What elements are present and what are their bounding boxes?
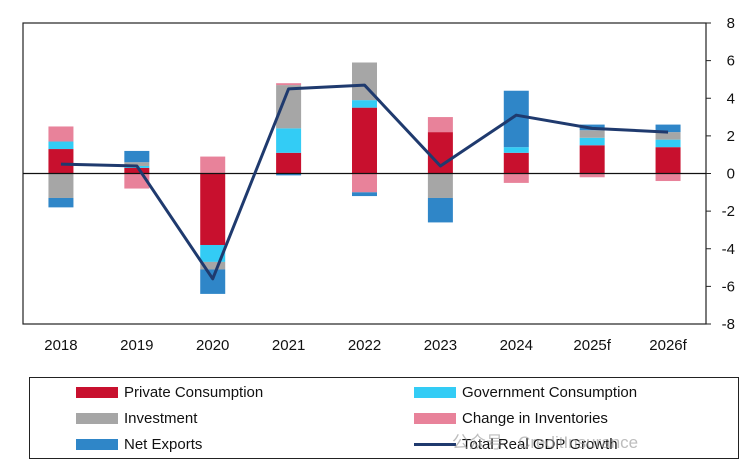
bar-segment-private-consumption-2020 xyxy=(200,173,226,245)
bar-segment-net-exports-2021 xyxy=(276,173,302,176)
bar-segment-investment-2023 xyxy=(427,173,453,198)
legend-item-investment: Investment xyxy=(76,408,197,428)
x-tick-label: 2023 xyxy=(424,337,457,354)
y-tick-label: 4 xyxy=(727,90,735,107)
bar-segment-government-consumption-2020 xyxy=(200,244,226,262)
bar-segment-net-exports-2022 xyxy=(352,192,377,197)
bar-segment-government-consumption-2021 xyxy=(276,128,302,153)
legend-swatch-total-gdp xyxy=(414,442,456,446)
bar-segment-private-consumption-2021 xyxy=(276,152,302,174)
legend-label-investment: Investment xyxy=(124,409,198,427)
y-tick-label: -4 xyxy=(722,241,735,258)
bar-segment-change-in-inventories-2021 xyxy=(276,83,302,86)
x-tick-label: 2018 xyxy=(44,337,77,354)
legend-swatch-investment xyxy=(76,412,118,424)
bar-segment-change-in-inventories-2024 xyxy=(503,173,529,183)
bar-segment-investment-2019 xyxy=(124,162,150,166)
legend-item-change-in-inventories: Change in Inventories xyxy=(414,408,608,428)
legend-swatch-change-in-inventories xyxy=(414,412,456,424)
legend-swatch-private-consumption xyxy=(76,386,118,398)
legend-label-government-consumption: Government Consumption xyxy=(462,383,638,401)
watermark: 公众号 · CreditInsurance xyxy=(452,433,639,452)
bar-segment-private-consumption-2019 xyxy=(124,167,150,174)
bar-segment-government-consumption-2018 xyxy=(48,141,74,150)
y-tick-label: 2 xyxy=(727,128,735,145)
bar-segment-investment-2026f xyxy=(655,132,681,140)
legend-label-total-gdp: Total Real GDP Growth xyxy=(462,435,618,453)
y-axis-ticks: 8 6 4 2 0 -2 -4 -6 -8 xyxy=(706,15,735,333)
x-tick-label: 2020 xyxy=(196,337,229,354)
legend-item-private-consumption: Private Consumption xyxy=(76,382,263,402)
bar-segment-private-consumption-2022 xyxy=(352,107,377,174)
bar-segment-government-consumption-2024 xyxy=(503,147,529,153)
bar-segment-investment-2020 xyxy=(200,261,226,270)
bar-segment-change-in-inventories-2025f xyxy=(579,173,605,178)
x-axis-ticks: 2018 2019 2020 2021 2022 2023 2024 2025f 2026f xyxy=(44,337,687,354)
bar-segment-private-consumption-2026f xyxy=(655,147,681,174)
x-tick-label: 2024 xyxy=(500,337,533,354)
bar-segment-government-consumption-2025f xyxy=(579,137,605,146)
bar-segment-private-consumption-2018 xyxy=(48,149,74,174)
bar-segment-change-in-inventories-2022 xyxy=(352,173,377,193)
y-tick-label: 0 xyxy=(727,166,735,183)
bar-segment-private-consumption-2024 xyxy=(503,152,529,174)
x-tick-label: 2025f xyxy=(573,337,611,354)
y-tick-label: 8 xyxy=(727,15,735,32)
bar-segment-change-in-inventories-2023 xyxy=(427,117,453,133)
y-tick-label: -2 xyxy=(722,203,735,220)
legend-item-net-exports: Net Exports xyxy=(76,434,202,454)
legend-label-private-consumption: Private Consumption xyxy=(124,383,264,401)
bar-segment-investment-2018 xyxy=(48,173,74,198)
x-tick-label: 2026f xyxy=(649,337,687,354)
bar-segment-net-exports-2018 xyxy=(48,197,74,208)
bar-segment-government-consumption-2026f xyxy=(655,139,681,148)
bar-segment-net-exports-2020 xyxy=(200,269,226,294)
bar-segment-change-in-inventories-2026f xyxy=(655,173,681,182)
bar-segment-private-consumption-2025f xyxy=(579,145,605,174)
bar-segment-change-in-inventories-2018 xyxy=(48,126,74,142)
x-tick-label: 2022 xyxy=(348,337,381,354)
legend-item-total-gdp: Total Real GDP Growth xyxy=(414,434,618,454)
bar-segment-net-exports-2023 xyxy=(427,197,453,223)
total-gdp-line xyxy=(60,83,669,281)
legend-swatch-government-consumption xyxy=(414,386,456,398)
legend-label-change-in-inventories: Change in Inventories xyxy=(462,409,608,427)
bars-layer xyxy=(48,62,681,294)
bar-segment-investment-2025f xyxy=(579,130,605,138)
y-tick-label: -6 xyxy=(722,278,735,295)
legend: Private Consumption Government Consumpti… xyxy=(29,377,739,459)
bar-segment-net-exports-2024 xyxy=(503,90,529,148)
y-tick-label: 6 xyxy=(727,53,735,70)
bar-segment-government-consumption-2022 xyxy=(352,100,377,108)
bar-segment-change-in-inventories-2020 xyxy=(200,156,226,174)
bar-segment-net-exports-2026f xyxy=(655,124,681,133)
legend-item-government-consumption: Government Consumption xyxy=(414,382,637,402)
x-tick-label: 2019 xyxy=(120,337,153,354)
legend-label-net-exports: Net Exports xyxy=(124,435,203,453)
x-tick-label: 2021 xyxy=(272,337,305,354)
legend-swatch-net-exports xyxy=(76,438,118,450)
bar-segment-net-exports-2019 xyxy=(124,150,150,163)
y-tick-label: -8 xyxy=(722,316,735,333)
